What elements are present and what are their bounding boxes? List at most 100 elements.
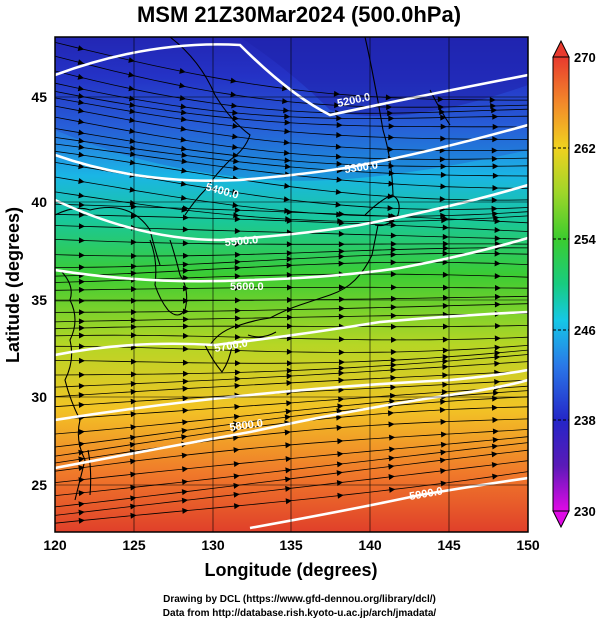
contour-5500 [55,236,528,283]
streamline-arrow [78,309,85,316]
streamline-arrow [389,398,396,405]
streamline-arrow [182,332,189,339]
streamline-arrow [338,377,345,384]
streamline-arrow [130,495,137,502]
streamline-arrow [338,241,345,248]
streamline-arrow [233,447,240,454]
streamline-arrow [492,473,499,480]
streamline-arrow [78,92,85,99]
streamline-arrow [494,335,501,342]
streamline-arrow [335,153,342,160]
streamline-arrow [494,235,501,242]
streamline-arrow [284,182,291,189]
streamline-arrow [78,151,85,158]
streamline-arrow [491,155,498,162]
streamline-arrow [286,380,293,386]
streamline-arrow [437,96,444,103]
streamline-arrow [338,396,345,403]
streamline-arrow [77,45,85,52]
streamline-arrow [494,322,501,329]
streamline-arrow [78,211,85,218]
streamline-arrow [78,223,85,230]
streamline-arrow [286,323,293,330]
colorbar-min-arrow [552,510,570,529]
streamline-arrow [182,345,189,352]
streamline-arrow [442,233,449,240]
streamline-arrow [338,296,345,303]
streamline-arrow [232,122,239,129]
graticule [55,37,528,532]
streamline-arrow [78,252,85,259]
x-tick-label: 135 [279,537,303,553]
streamline-arrow [286,209,293,216]
streamline-arrow [338,359,345,366]
plot-frame [54,36,529,533]
streamline-arrow [336,470,343,477]
streamline-arrow [489,96,496,103]
x-tick-label: 145 [437,537,461,553]
streamline-arrow [182,267,189,274]
streamline-arrow [388,474,395,480]
streamline-arrow [282,98,289,105]
streamline-arrow [128,57,135,63]
streamline-arrow [492,428,499,435]
streamline-arrow [78,264,85,271]
streamline-arrow [286,306,293,313]
streamline-arrow [494,301,501,308]
streamline-arrow [180,194,188,201]
streamline-arrow [180,103,187,110]
streamline-arrow [130,434,137,441]
coast-taiwan [87,449,92,496]
streamline-arrow [388,421,395,428]
streamline-arrow [181,151,188,158]
coast-shikoku [247,331,277,338]
streamline-arrow [78,99,85,106]
streamline-arrow [442,302,449,309]
streamline-arrow [182,407,189,414]
plot-area: 5200.0 5300.0 5400.0 5500.0 5600.0 5700.… [55,37,528,532]
credit-data: Data from http://database.rish.kyoto-u.a… [162,608,437,619]
streamline-arrow [338,370,345,377]
streamline-arrow [286,314,293,321]
streamline-arrow [492,163,499,170]
streamline-arrow [182,507,189,514]
streamline-arrow [334,102,341,109]
streamline-arrow [388,180,395,187]
streamline-arrow [337,451,344,458]
streamline-arrow [440,418,447,425]
streamline-arrow [182,385,189,392]
streamline-arrow [338,284,345,291]
contour-5600 [55,310,528,357]
streamline-arrow [338,305,345,312]
streamline-arrow [78,325,85,332]
streamline-arrow [336,461,344,468]
x-axis-title: Longitude (degrees) [204,560,377,580]
streamline-arrow [390,232,397,239]
streamline-arrow [232,144,239,150]
streamline-arrow [129,458,137,465]
streamline-arrow [492,416,499,423]
streamline-arrow [494,227,501,234]
streamline-arrow [232,435,240,441]
streamline-arrow [130,471,137,478]
streamline-arrow [281,85,289,92]
streamline-arrow [234,273,241,280]
streamline-arrow [286,241,293,248]
y-tick-label: 40 [31,194,47,210]
streamline-arrow [129,441,137,448]
streamline-arrow [78,201,85,208]
streamline-arrow [442,381,449,388]
streamline-arrow [385,94,392,101]
streamline-arrow [286,400,293,407]
streamline-arrow [182,466,189,473]
streamline-arrow [285,467,292,474]
streamline-arrow [336,121,343,128]
streamline-arrow [234,347,241,354]
streamline-arrow [442,363,449,370]
cold-region [55,37,528,181]
streamline-arrow [284,476,292,483]
streamline-arrow [442,323,449,330]
colorbar-tick-label: 230 [574,504,596,519]
streamline-arrow [440,441,448,448]
contour-5900 [249,476,528,530]
